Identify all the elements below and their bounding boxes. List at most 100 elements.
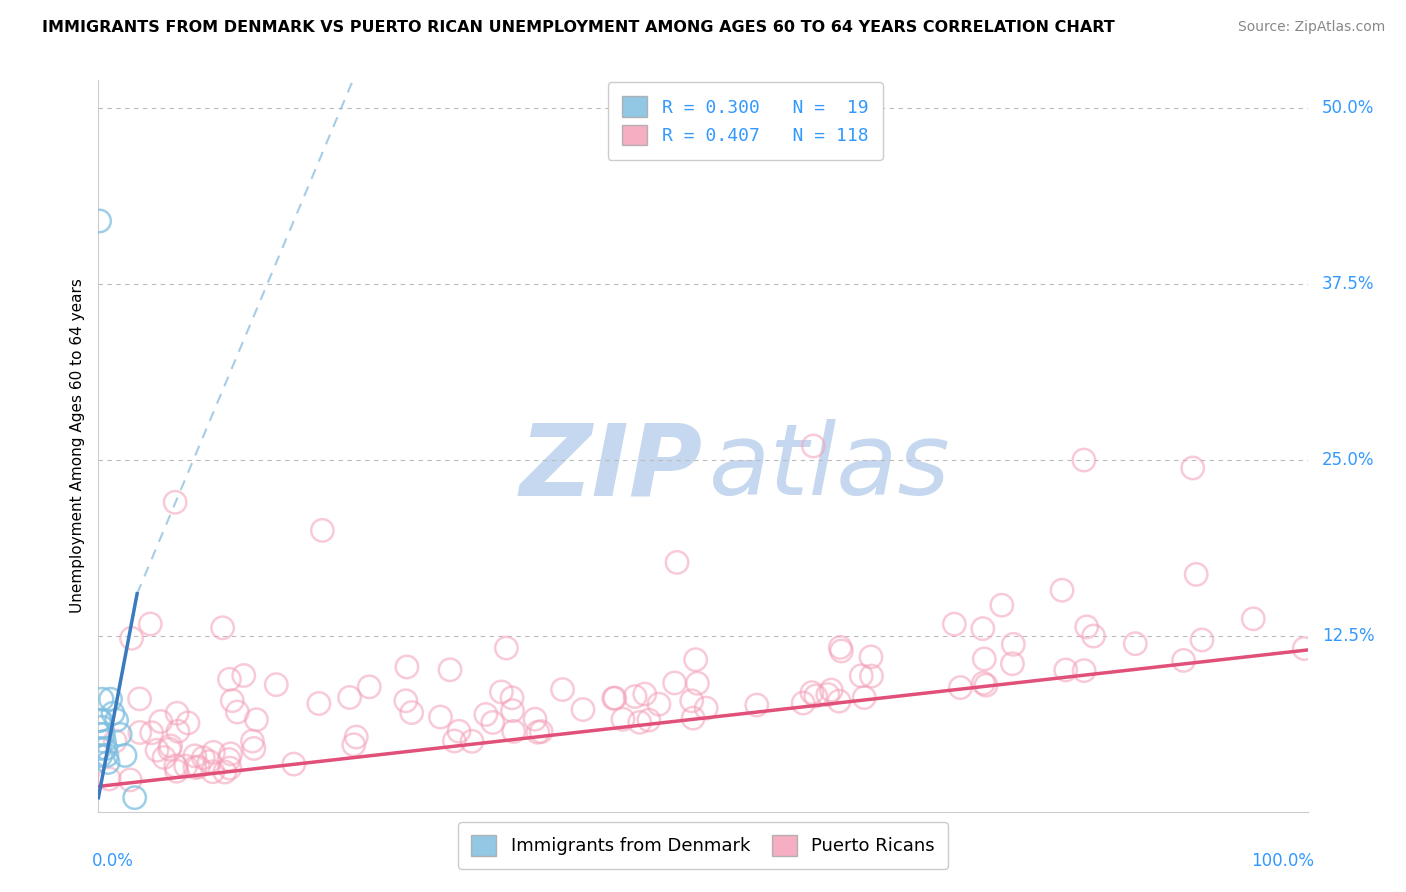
Point [339,690,361,705]
Point [853,690,876,705]
Point [551,682,574,697]
Point [949,681,972,695]
Point [830,644,852,658]
Point [90,727,112,741]
Point [943,617,966,632]
Point [166,706,188,721]
Point [830,640,852,655]
Point [974,678,997,692]
Point [602,691,624,706]
Point [634,687,657,701]
Point [124,790,146,805]
Point [628,715,651,730]
Point [232,668,254,682]
Point [637,713,659,727]
Point [167,724,190,739]
Point [1294,641,1316,656]
Point [1073,453,1095,467]
Point [801,439,824,453]
Point [100,692,122,706]
Point [201,764,224,779]
Point [308,697,330,711]
Point [1185,567,1208,582]
Point [96,748,118,763]
Point [1002,637,1025,651]
Point [461,734,484,748]
Point [108,727,131,741]
Point [128,725,150,739]
Point [149,714,172,729]
Point [1241,612,1264,626]
Point [502,704,524,718]
Point [395,694,418,708]
Point [820,683,842,698]
Y-axis label: Unemployment Among Ages 60 to 64 years: Unemployment Among Ages 60 to 64 years [69,278,84,614]
Point [187,760,209,774]
Point [159,739,181,753]
Point [344,730,367,744]
Point [1083,629,1105,643]
Point [159,742,181,756]
Point [93,734,115,748]
Point [695,701,717,715]
Point [664,676,686,690]
Point [685,653,707,667]
Text: IMMIGRANTS FROM DENMARK VS PUERTO RICAN UNEMPLOYMENT AMONG AGES 60 TO 64 YEARS C: IMMIGRANTS FROM DENMARK VS PUERTO RICAN … [42,20,1115,35]
Point [214,765,236,780]
Point [211,621,233,635]
Point [218,673,240,687]
Point [991,598,1014,612]
Point [89,741,111,756]
Point [184,748,207,763]
Point [221,693,243,707]
Point [343,738,366,752]
Point [174,759,197,773]
Point [146,743,169,757]
Point [104,734,127,748]
Point [121,632,143,646]
Text: 25.0%: 25.0% [1322,451,1375,469]
Point [89,214,111,228]
Point [1173,653,1195,667]
Point [1050,583,1073,598]
Point [1073,664,1095,678]
Point [202,745,225,759]
Point [491,685,513,699]
Point [526,725,548,739]
Point [165,759,187,773]
Point [90,714,112,728]
Point [153,750,176,764]
Point [1076,620,1098,634]
Point [745,698,768,712]
Point [90,748,112,763]
Point [94,741,117,756]
Point [439,663,461,677]
Point [648,697,671,711]
Point [91,727,114,741]
Point [800,686,823,700]
Point [1181,461,1204,475]
Point [243,741,266,756]
Point [681,694,703,708]
Point [603,691,626,706]
Point [219,747,242,761]
Point [242,734,264,748]
Point [184,760,207,774]
Point [972,622,994,636]
Legend: Immigrants from Denmark, Puerto Ricans: Immigrants from Denmark, Puerto Ricans [458,822,948,869]
Point [530,724,553,739]
Point [501,690,523,705]
Point [198,755,221,769]
Point [666,556,689,570]
Point [91,692,114,706]
Text: 100.0%: 100.0% [1250,852,1313,870]
Point [612,712,634,726]
Point [401,706,423,720]
Point [177,715,200,730]
Point [120,772,142,787]
Point [682,711,704,725]
Point [101,706,124,721]
Point [311,524,333,538]
Point [395,660,418,674]
Point [359,680,381,694]
